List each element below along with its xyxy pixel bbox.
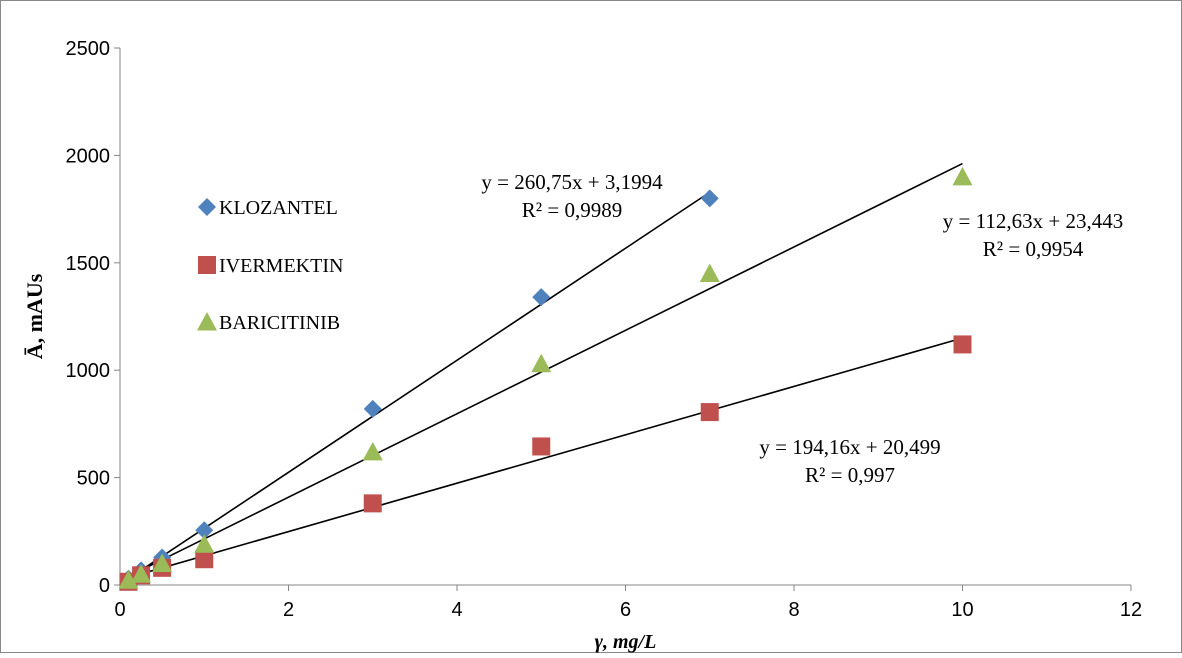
data-point-baricitinib xyxy=(362,441,383,461)
data-point-baricitinib xyxy=(152,553,173,573)
data-point-baricitinib xyxy=(699,263,720,283)
data-point-baricitinib xyxy=(952,166,973,186)
x-tick-label: 2 xyxy=(283,599,294,621)
legend-marker-klozantel xyxy=(198,198,216,216)
x-tick-label: 10 xyxy=(951,599,973,621)
trendline-r2-ivermektin: R² = 0,9954 xyxy=(983,237,1084,261)
y-tick-label: 1000 xyxy=(66,360,111,382)
legend-label-ivermektin: IVERMEKTIN xyxy=(219,255,343,277)
y-tick-label: 1500 xyxy=(66,253,111,275)
data-point-klozantel xyxy=(700,189,719,208)
data-points xyxy=(118,166,973,591)
data-point-ivermektin xyxy=(363,494,382,513)
trendline-equation-baricitinib: y = 194,16x + 20,499 xyxy=(759,435,940,459)
data-point-ivermektin xyxy=(195,550,214,569)
legend-marker-baricitinib xyxy=(197,312,217,331)
data-point-baricitinib xyxy=(118,570,139,589)
y-axis-title: Ā, mAUs xyxy=(22,273,47,359)
data-point-baricitinib xyxy=(531,353,552,373)
x-tick-label: 0 xyxy=(114,599,125,621)
x-axis-title: γ, mg/L xyxy=(595,631,657,653)
legend-label-klozantel: KLOZANTEL xyxy=(219,197,338,219)
y-tick-label: 0 xyxy=(99,575,110,597)
x-tick-label: 12 xyxy=(1120,599,1142,621)
legend-marker-ivermektin xyxy=(198,256,216,274)
trendline-klozantel xyxy=(127,191,711,580)
data-point-ivermektin xyxy=(532,437,551,456)
data-point-klozantel xyxy=(195,521,214,540)
x-tick-label: 6 xyxy=(620,599,631,621)
data-point-baricitinib xyxy=(194,534,215,553)
trendline-ivermektin xyxy=(128,337,963,579)
trendline-equation-klozantel: y = 260,75x + 3,1994 xyxy=(481,170,663,194)
y-tick-label: 500 xyxy=(77,468,110,490)
data-point-baricitinib xyxy=(131,564,152,583)
data-point-klozantel xyxy=(532,288,551,307)
x-tick-label: 8 xyxy=(788,599,799,621)
axes: 0 500 1000 1500 2000 2500 0 2 4 6 8 10 12 γ, mg/L Ā, m… xyxy=(22,38,1142,653)
y-tick-label: 2000 xyxy=(66,145,111,167)
y-tick-label: 2500 xyxy=(66,38,111,60)
legend-label-baricitinib: BARICITINIB xyxy=(219,312,340,334)
annotations: y = 260,75x + 3,1994 R² = 0,9989 y = 112,6… xyxy=(481,170,1123,487)
trendline-r2-baricitinib: R² = 0,997 xyxy=(805,463,895,487)
trendline-equation-ivermektin: y = 112,63x + 23,443 xyxy=(943,209,1123,233)
x-tick-label: 4 xyxy=(451,599,462,621)
data-point-klozantel xyxy=(363,399,382,418)
legend: KLOZANTEL IVERMEKTIN BARICITINIB xyxy=(197,197,343,334)
data-point-ivermektin xyxy=(700,403,719,422)
data-point-ivermektin xyxy=(953,335,972,354)
trendline-r2-klozantel: R² = 0,9989 xyxy=(522,198,622,222)
